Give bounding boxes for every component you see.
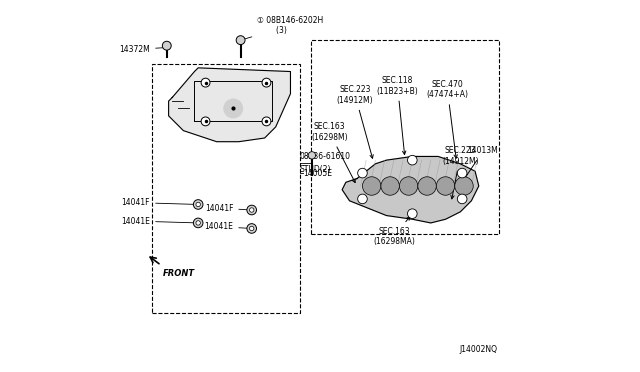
Circle shape [381, 177, 399, 195]
Circle shape [163, 41, 172, 50]
Circle shape [262, 78, 271, 87]
Circle shape [418, 177, 436, 195]
Text: SEC.118
(11B23+B): SEC.118 (11B23+B) [377, 76, 419, 154]
Text: J14002NQ: J14002NQ [460, 345, 497, 354]
Circle shape [436, 177, 455, 195]
Text: SEC.223
(14912M): SEC.223 (14912M) [442, 146, 479, 199]
Text: FRONT: FRONT [163, 269, 195, 278]
Circle shape [399, 177, 418, 195]
Text: 14041E: 14041E [122, 217, 195, 225]
Circle shape [201, 117, 210, 126]
Circle shape [308, 152, 316, 159]
Circle shape [408, 209, 417, 218]
Text: 14013M: 14013M [461, 147, 499, 185]
Circle shape [193, 200, 203, 209]
Circle shape [458, 168, 467, 178]
Text: SEC.163
(16298M): SEC.163 (16298M) [311, 122, 355, 183]
Text: SEC.163
(16298MA): SEC.163 (16298MA) [373, 217, 415, 246]
Text: 14005E: 14005E [303, 169, 332, 177]
Text: 14041E: 14041E [204, 222, 249, 231]
Circle shape [224, 99, 243, 118]
Polygon shape [342, 157, 479, 223]
Circle shape [196, 221, 200, 225]
Text: ① 08B146-6202H
        (3): ① 08B146-6202H (3) [243, 16, 323, 39]
Circle shape [358, 168, 367, 178]
Circle shape [250, 208, 254, 212]
Circle shape [458, 194, 467, 204]
Text: 14041F: 14041F [205, 203, 249, 213]
Circle shape [362, 177, 381, 195]
Circle shape [236, 36, 245, 45]
Circle shape [262, 117, 271, 126]
Text: SEC.470
(47474+A): SEC.470 (47474+A) [426, 80, 468, 158]
Text: STUD(2): STUD(2) [300, 164, 331, 174]
Text: 14041F: 14041F [122, 198, 195, 207]
Text: 14372M: 14372M [120, 45, 164, 54]
Circle shape [358, 194, 367, 204]
Circle shape [196, 202, 200, 207]
Circle shape [201, 78, 210, 87]
Text: 08236-61610: 08236-61610 [300, 152, 351, 161]
Text: SEC.223
(14912M): SEC.223 (14912M) [337, 85, 373, 158]
Circle shape [247, 205, 257, 215]
Circle shape [250, 226, 254, 231]
Circle shape [408, 155, 417, 165]
Circle shape [247, 224, 257, 233]
Circle shape [455, 177, 473, 195]
Circle shape [193, 218, 203, 228]
Polygon shape [168, 68, 291, 142]
